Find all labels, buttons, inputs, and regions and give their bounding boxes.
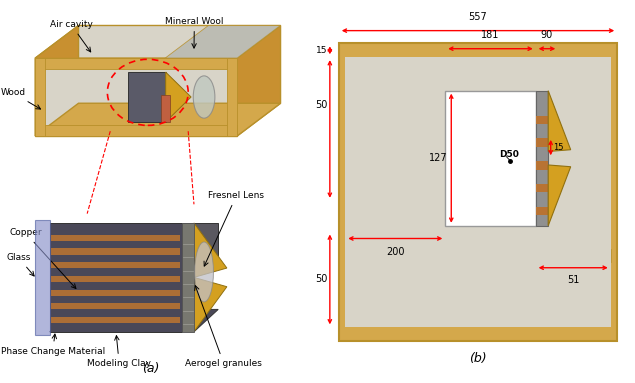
Polygon shape [165, 26, 281, 58]
Text: 181: 181 [481, 30, 500, 40]
Bar [339, 43, 617, 341]
Polygon shape [74, 223, 218, 266]
Bar [536, 161, 548, 170]
Text: 51: 51 [567, 275, 579, 285]
Text: 15: 15 [552, 143, 563, 152]
Polygon shape [35, 26, 79, 136]
Text: 557: 557 [469, 12, 488, 22]
Bar [51, 276, 180, 282]
Polygon shape [194, 277, 227, 332]
Polygon shape [35, 26, 281, 58]
Bar [51, 249, 180, 255]
Polygon shape [35, 58, 237, 69]
Text: Wood: Wood [1, 88, 41, 109]
Polygon shape [50, 309, 218, 332]
Text: 127: 127 [429, 153, 448, 163]
Ellipse shape [193, 76, 215, 118]
Polygon shape [237, 26, 281, 136]
Bar [536, 138, 548, 147]
Bar [50, 223, 182, 332]
Bar [51, 235, 180, 241]
Polygon shape [194, 223, 227, 277]
Text: 50: 50 [316, 275, 328, 285]
Polygon shape [227, 58, 237, 136]
Ellipse shape [195, 242, 213, 302]
Bar [536, 206, 548, 215]
Bar [536, 116, 548, 124]
Text: D50: D50 [499, 150, 519, 159]
Polygon shape [182, 223, 194, 332]
Polygon shape [166, 72, 191, 122]
Bar [161, 95, 170, 122]
Text: Aerogel granules: Aerogel granules [185, 286, 262, 368]
Text: (a): (a) [142, 362, 159, 375]
Text: 200: 200 [386, 247, 404, 257]
Bar [51, 317, 180, 323]
Text: Phase Change Material: Phase Change Material [1, 334, 105, 355]
Bar [345, 57, 611, 249]
Polygon shape [35, 125, 237, 136]
Text: Copper: Copper [10, 228, 76, 288]
Polygon shape [35, 58, 237, 136]
Text: Modeling Clay: Modeling Clay [87, 336, 151, 368]
Text: 15: 15 [316, 46, 328, 55]
Polygon shape [35, 58, 45, 136]
Bar [536, 91, 548, 226]
Text: Glass: Glass [6, 253, 34, 276]
Text: Mineral Wool: Mineral Wool [165, 17, 224, 48]
Bar [536, 184, 548, 192]
Bar [51, 290, 180, 296]
Polygon shape [35, 220, 50, 335]
Bar [345, 232, 611, 327]
Bar [51, 303, 180, 309]
Bar [445, 91, 536, 226]
Text: Air cavity: Air cavity [50, 20, 93, 52]
Text: 90: 90 [541, 30, 553, 40]
Text: 50: 50 [316, 100, 328, 110]
Text: (b): (b) [469, 352, 487, 365]
Text: Fresnel Lens: Fresnel Lens [204, 191, 264, 266]
Bar [128, 72, 166, 122]
Bar [51, 262, 180, 268]
Polygon shape [548, 165, 571, 226]
Polygon shape [35, 103, 281, 136]
Bar [345, 249, 611, 262]
Polygon shape [548, 91, 571, 151]
